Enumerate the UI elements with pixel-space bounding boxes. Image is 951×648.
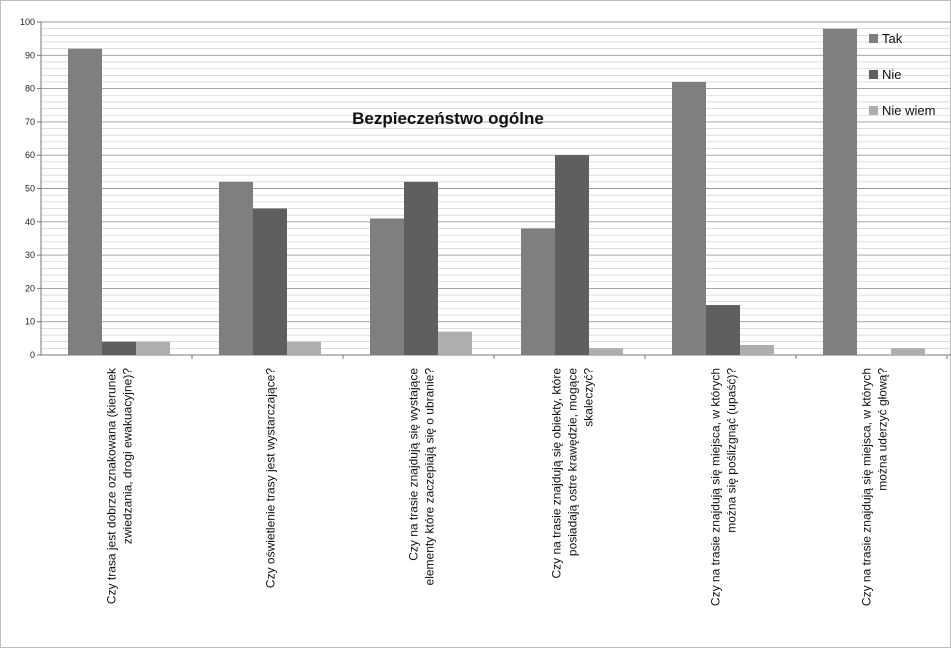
y-tick-label: 100 [20, 17, 35, 27]
category-label-line: Czy oświetlenie trasy jest wystarczające… [264, 368, 278, 588]
legend-swatch [869, 106, 878, 115]
y-tick-label: 30 [25, 250, 35, 260]
bar-nie-wiem [740, 345, 774, 355]
bar-tak [672, 81, 706, 355]
axes [37, 21, 951, 359]
bar-tak [68, 48, 102, 355]
category-label-line: posiadają ostre krawędzie, mogące [566, 368, 580, 556]
legend-swatch [869, 34, 878, 43]
y-tick-label: 10 [25, 317, 35, 327]
legend-label: Tak [882, 31, 903, 46]
category-label-line: Czy trasa jest dobrze oznakowana (kierun… [105, 367, 119, 604]
legend: Tak Nie Nie wiem [869, 31, 935, 118]
category-label: Czy na trasie znajdują się obiekty, któr… [550, 368, 596, 579]
legend-label: Nie [882, 67, 902, 82]
y-tick-label: 50 [25, 184, 35, 194]
y-tick-label: 20 [25, 283, 35, 293]
bar-tak [521, 228, 555, 355]
bar-tak [370, 218, 404, 355]
legend-swatch [869, 70, 878, 79]
bar-tak [823, 28, 857, 355]
y-tick-label: 60 [25, 150, 35, 160]
bar-nie-wiem [438, 331, 472, 355]
category-label: Czy trasa jest dobrze oznakowana (kierun… [105, 367, 135, 604]
category-label-line: Czy na trasie znajdują się wystające [407, 368, 421, 561]
legend-label: Nie wiem [882, 103, 935, 118]
bar-nie [706, 305, 740, 355]
bar-nie [253, 208, 287, 355]
y-tick-label: 70 [25, 117, 35, 127]
bar-tak [219, 181, 253, 355]
bar-nie [102, 341, 136, 355]
category-label-line: Czy na trasie znajdują się miejsca, w kt… [709, 368, 723, 606]
y-tick-label: 0 [30, 350, 35, 360]
y-tick-label: 80 [25, 84, 35, 94]
category-label: Czy oświetlenie trasy jest wystarczające… [264, 368, 278, 588]
bar-nie-wiem [589, 348, 623, 355]
category-label-line: zwiedzania, drogi ewakuacyjne)? [121, 368, 135, 544]
y-tick-label: 90 [25, 50, 35, 60]
category-label: Czy na trasie znajdują się wystające elem… [407, 368, 437, 586]
category-label: Czy na trasie znajdują się miejsca, w kt… [860, 368, 890, 606]
y-tick-labels: 0 10 20 30 40 50 60 70 80 90 100 [20, 17, 35, 360]
bar-nie [555, 155, 589, 355]
bar-nie-wiem [136, 341, 170, 355]
category-label-line: można się poślizgnąć (upaść)? [725, 368, 739, 533]
category-labels: Czy trasa jest dobrze oznakowana (kierun… [105, 367, 890, 606]
bar-nie [404, 181, 438, 355]
bar-nie-wiem [891, 348, 925, 355]
category-label: Czy na trasie znajdują się miejsca, w kt… [709, 368, 739, 606]
category-label-line: elementy które zaczepiają się o ubranie? [423, 368, 437, 586]
category-label-line: można uderzyć głową? [876, 368, 890, 491]
y-tick-label: 40 [25, 217, 35, 227]
bars [68, 28, 925, 355]
category-label-line: Czy na trasie znajdują się obiekty, któr… [550, 368, 564, 579]
bar-nie-wiem [287, 341, 321, 355]
category-label-line: Czy na trasie znajdują się miejsca, w kt… [860, 368, 874, 606]
category-label-line: skaleczyć? [582, 368, 596, 427]
grid-lines [41, 21, 951, 356]
chart-title: Bezpieczeństwo ogólne [352, 109, 544, 128]
